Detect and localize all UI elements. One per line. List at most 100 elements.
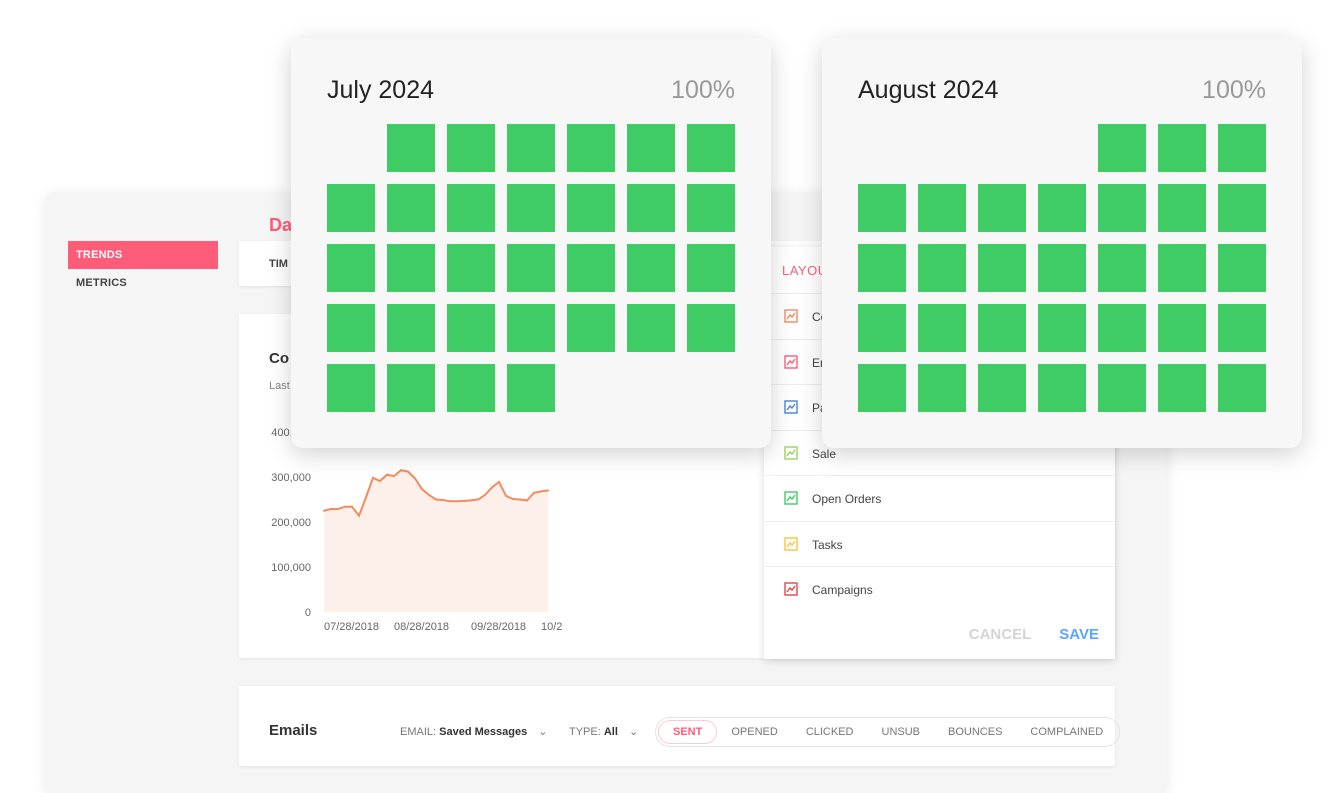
- tab-bounces[interactable]: Bounces: [948, 726, 1003, 738]
- y-tick-label: 100,000: [271, 562, 311, 574]
- data-point: [526, 499, 528, 502]
- calendar-day-17[interactable]: [1218, 244, 1266, 292]
- data-point: [337, 507, 339, 510]
- calendar-day-8[interactable]: [387, 184, 435, 232]
- calendar-day-15[interactable]: [387, 244, 435, 292]
- calendar-day-30[interactable]: [447, 364, 495, 412]
- calendar-day-11[interactable]: [858, 244, 906, 292]
- calendar-day-5[interactable]: [627, 124, 675, 172]
- sidebar-item-metrics[interactable]: Metrics: [76, 277, 127, 289]
- calendar-title: July 2024: [327, 76, 435, 104]
- tab-unsub[interactable]: Unsub: [881, 726, 921, 738]
- calendar-day-13[interactable]: [687, 184, 735, 232]
- calendar-day-27[interactable]: [687, 304, 735, 352]
- calendar-day-5[interactable]: [918, 184, 966, 232]
- calendar-day-4[interactable]: [858, 184, 906, 232]
- data-point: [470, 499, 472, 502]
- calendar-day-12[interactable]: [627, 184, 675, 232]
- calendar-day-7[interactable]: [1038, 184, 1086, 232]
- layout-item-label: Tasks: [812, 537, 843, 552]
- calendar-day-1[interactable]: [1098, 124, 1146, 172]
- cancel-button[interactable]: Cancel: [968, 626, 1032, 643]
- calendar-day-30[interactable]: [1158, 364, 1206, 412]
- layout-item[interactable]: Campaigns: [764, 566, 1115, 612]
- calendar-day-13[interactable]: [978, 244, 1026, 292]
- calendar-day-18[interactable]: [858, 304, 906, 352]
- calendar-day-26[interactable]: [918, 364, 966, 412]
- calendar-day-14[interactable]: [327, 244, 375, 292]
- calendar-day-3[interactable]: [1218, 124, 1266, 172]
- calendar-day-29[interactable]: [387, 364, 435, 412]
- calendar-day-22[interactable]: [387, 304, 435, 352]
- calendar-day-29[interactable]: [1098, 364, 1146, 412]
- data-point: [505, 494, 507, 497]
- tab-complained[interactable]: Complained: [1030, 726, 1104, 738]
- line-chart-icon: [784, 400, 798, 414]
- calendar-day-2[interactable]: [1158, 124, 1206, 172]
- calendar-day-21[interactable]: [1038, 304, 1086, 352]
- calendar-day-15[interactable]: [1098, 244, 1146, 292]
- calendar-day-25[interactable]: [858, 364, 906, 412]
- calendar-day-2[interactable]: [447, 124, 495, 172]
- calendar-day-16[interactable]: [447, 244, 495, 292]
- data-point: [379, 480, 381, 483]
- calendar-day-16[interactable]: [1158, 244, 1206, 292]
- calendar-day-14[interactable]: [1038, 244, 1086, 292]
- calendar-day-17[interactable]: [507, 244, 555, 292]
- calendar-day-11[interactable]: [567, 184, 615, 232]
- data-point: [414, 477, 416, 480]
- tab-time[interactable]: TIM: [269, 258, 288, 270]
- calendar-day-18[interactable]: [567, 244, 615, 292]
- calendar-blank-cell: [978, 124, 1026, 172]
- calendar-day-21[interactable]: [327, 304, 375, 352]
- tab-opened[interactable]: Opened: [731, 726, 778, 738]
- calendar-day-28[interactable]: [1038, 364, 1086, 412]
- x-tick-label: 07/28/2018: [324, 621, 379, 633]
- calendar-day-1[interactable]: [387, 124, 435, 172]
- calendar-day-4[interactable]: [567, 124, 615, 172]
- calendar-day-20[interactable]: [978, 304, 1026, 352]
- calendar-day-27[interactable]: [978, 364, 1026, 412]
- email-filter-dropdown[interactable]: EMAIL: Saved Messages ⌄: [400, 725, 547, 738]
- calendar-day-9[interactable]: [447, 184, 495, 232]
- calendar-day-19[interactable]: [918, 304, 966, 352]
- calendar-day-31[interactable]: [1218, 364, 1266, 412]
- data-point: [540, 490, 542, 493]
- calendar-day-10[interactable]: [507, 184, 555, 232]
- type-filter-label: TYPE:: [569, 726, 601, 738]
- calendar-day-25[interactable]: [567, 304, 615, 352]
- calendar-day-31[interactable]: [507, 364, 555, 412]
- data-point: [393, 475, 395, 478]
- calendar-day-26[interactable]: [627, 304, 675, 352]
- data-point: [365, 496, 367, 499]
- x-tick-label: 10/2: [541, 621, 562, 633]
- layout-item[interactable]: Open Orders: [764, 475, 1115, 521]
- calendar-day-7[interactable]: [327, 184, 375, 232]
- tab-clicked[interactable]: Clicked: [805, 726, 854, 738]
- calendar-day-24[interactable]: [1218, 304, 1266, 352]
- data-point: [449, 500, 451, 503]
- chevron-down-icon: ⌄: [538, 726, 548, 738]
- layout-item[interactable]: Tasks: [764, 520, 1115, 567]
- calendar-day-22[interactable]: [1098, 304, 1146, 352]
- calendar-day-12[interactable]: [918, 244, 966, 292]
- calendar-day-10[interactable]: [1218, 184, 1266, 232]
- calendar-day-19[interactable]: [627, 244, 675, 292]
- calendar-day-8[interactable]: [1098, 184, 1146, 232]
- sidebar-item-trends[interactable]: Trends: [68, 241, 218, 269]
- type-filter-dropdown[interactable]: TYPE: All ⌄: [569, 725, 638, 738]
- calendar-day-6[interactable]: [978, 184, 1026, 232]
- calendar-day-23[interactable]: [447, 304, 495, 352]
- calendar-day-24[interactable]: [507, 304, 555, 352]
- calendar-day-3[interactable]: [507, 124, 555, 172]
- save-button[interactable]: Save: [1059, 626, 1099, 643]
- calendar-day-23[interactable]: [1158, 304, 1206, 352]
- calendar-day-6[interactable]: [687, 124, 735, 172]
- calendar-day-9[interactable]: [1158, 184, 1206, 232]
- tab-sent[interactable]: Sent: [658, 720, 718, 744]
- data-point: [428, 494, 430, 496]
- x-tick-label: 09/28/2018: [471, 621, 526, 633]
- calendar-day-20[interactable]: [687, 244, 735, 292]
- calendar-percent: 100%: [671, 76, 735, 104]
- calendar-day-28[interactable]: [327, 364, 375, 412]
